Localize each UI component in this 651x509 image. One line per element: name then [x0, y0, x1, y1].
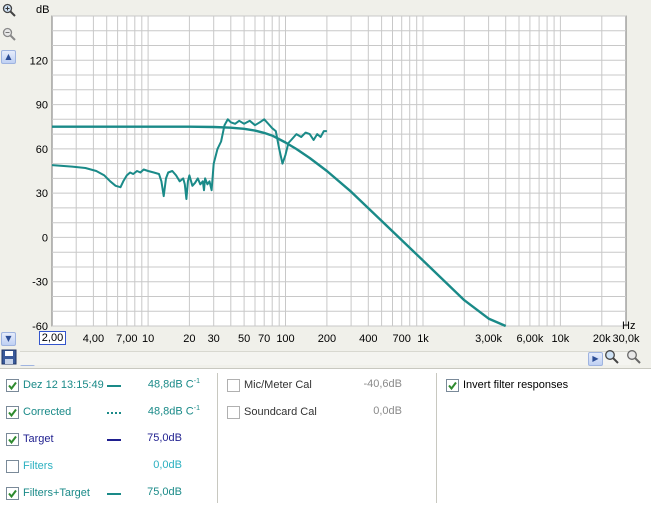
x-tick-label: 1k: [417, 333, 429, 345]
x-tick-label: 20: [183, 333, 195, 345]
horizontal-scrollbar[interactable]: [20, 351, 631, 365]
line-sample-corrected: [107, 412, 121, 414]
y-tick-label: 0: [42, 232, 48, 244]
legend-value-corrected: 48,8dB C-1: [147, 405, 200, 418]
checkbox-corrected[interactable]: [6, 405, 19, 419]
legend-label-invert-filter: Invert filter responses: [463, 379, 569, 391]
line-sample-filters-target: [107, 493, 121, 495]
x-tick-label: 3,00k: [475, 333, 502, 345]
legend-item-mic-cal[interactable]: Mic/Meter Cal: [227, 377, 312, 393]
legend-label-filters-target: Filters+Target: [23, 487, 90, 499]
x-tick-label: 400: [359, 333, 377, 345]
line-sample-measurement: [107, 385, 121, 387]
x-tick-label: 4,00: [83, 333, 104, 345]
y-tick-label: 60: [36, 144, 48, 156]
legend-item-filters[interactable]: Filters: [6, 458, 53, 474]
legend-label-target: Target: [23, 433, 54, 445]
x-tick-label: 50: [238, 333, 250, 345]
x-tick-label: 30: [208, 333, 220, 345]
legend-label-soundcard-cal: Soundcard Cal: [244, 406, 317, 418]
y-tick-label: -60: [32, 321, 48, 333]
scroll-right-icon[interactable]: ▶: [588, 352, 603, 366]
x-tick-label: 20k: [593, 333, 611, 345]
y-tick-label: 90: [36, 100, 48, 112]
zoom-x-in-icon[interactable]: [604, 349, 620, 367]
checkbox-mic-cal[interactable]: [227, 378, 240, 392]
legend-item-invert-filter[interactable]: Invert filter responses: [446, 377, 568, 393]
legend-value-target: 75,0dB: [147, 432, 182, 444]
legend-value-measurement: 48,8dB C-1: [147, 378, 200, 391]
legend-divider: [436, 373, 437, 503]
x-tick-label: 700: [393, 333, 411, 345]
x-tick-label: 30,0k: [613, 333, 640, 345]
legend-divider: [217, 373, 218, 503]
x-tick-label: 6,00k: [516, 333, 543, 345]
x-tick-label: 7,00: [116, 333, 137, 345]
x-tick-label: 70: [258, 333, 270, 345]
checkbox-target[interactable]: [6, 432, 19, 446]
x-start-field[interactable]: 2,00: [39, 331, 66, 345]
frequency-response-chart[interactable]: 120 90 60 30 0 -30 -60 4,00 7,00 10 20 30 50 70 100 20…: [0, 0, 651, 350]
y-axis-label: dB: [36, 4, 49, 16]
save-icon[interactable]: [1, 349, 17, 367]
legend-value-soundcard-cal: 0,0dB: [373, 405, 402, 417]
legend-item-filters-target[interactable]: Filters+Target: [6, 485, 90, 501]
x-axis-label: Hz: [622, 320, 635, 332]
y-axis-ticks: 120 90 60 30 0 -30 -60: [30, 55, 48, 333]
x-axis-ticks: 4,00 7,00 10 20 30 50 70 100 200 400 700 1k 3,00k 6,0…: [83, 333, 640, 345]
x-tick-label: 200: [318, 333, 336, 345]
legend-value-filters-target: 75,0dB: [147, 486, 182, 498]
zoom-out-icon[interactable]: [1, 26, 17, 42]
x-tick-label: 10: [142, 333, 154, 345]
series-measurement: [51, 118, 327, 200]
x-tick-label: 100: [276, 333, 294, 345]
x-tick-label: 10k: [552, 333, 570, 345]
legend-item-measurement[interactable]: Dez 12 13:15:49: [6, 377, 104, 393]
y-tick-label: 120: [30, 55, 48, 67]
checkbox-invert-filter[interactable]: [446, 378, 459, 392]
legend-value-mic-cal: -40,6dB: [363, 378, 402, 390]
y-tick-label: 30: [36, 188, 48, 200]
chart-series: [51, 118, 507, 328]
checkbox-filters-target[interactable]: [6, 486, 19, 500]
zoom-in-icon[interactable]: [1, 2, 17, 18]
legend-label-measurement: Dez 12 13:15:49: [23, 379, 104, 391]
legend-label-corrected: Corrected: [23, 406, 72, 418]
y-tick-label: -30: [32, 277, 48, 289]
legend-label-mic-cal: Mic/Meter Cal: [244, 379, 312, 391]
chart-grid: [52, 15, 626, 327]
checkbox-measurement[interactable]: [6, 378, 19, 392]
zoom-x-out-icon[interactable]: [626, 349, 642, 367]
legend-item-soundcard-cal[interactable]: Soundcard Cal: [227, 404, 317, 420]
legend-item-target[interactable]: Target: [6, 431, 54, 447]
line-sample-target: [107, 439, 121, 441]
legend-item-corrected[interactable]: Corrected: [6, 404, 71, 420]
legend-panel: Dez 12 13:15:49 48,8dB C-1 Corrected 48,…: [0, 368, 651, 509]
series-filters-target: [52, 125, 507, 328]
checkbox-filters[interactable]: [6, 459, 19, 473]
checkbox-soundcard-cal[interactable]: [227, 405, 240, 419]
legend-label-filters: Filters: [23, 460, 53, 472]
scroll-up-icon[interactable]: ▲: [1, 50, 16, 64]
legend-value-filters: 0,0dB: [153, 459, 182, 471]
scroll-down-icon[interactable]: ▼: [1, 332, 16, 346]
